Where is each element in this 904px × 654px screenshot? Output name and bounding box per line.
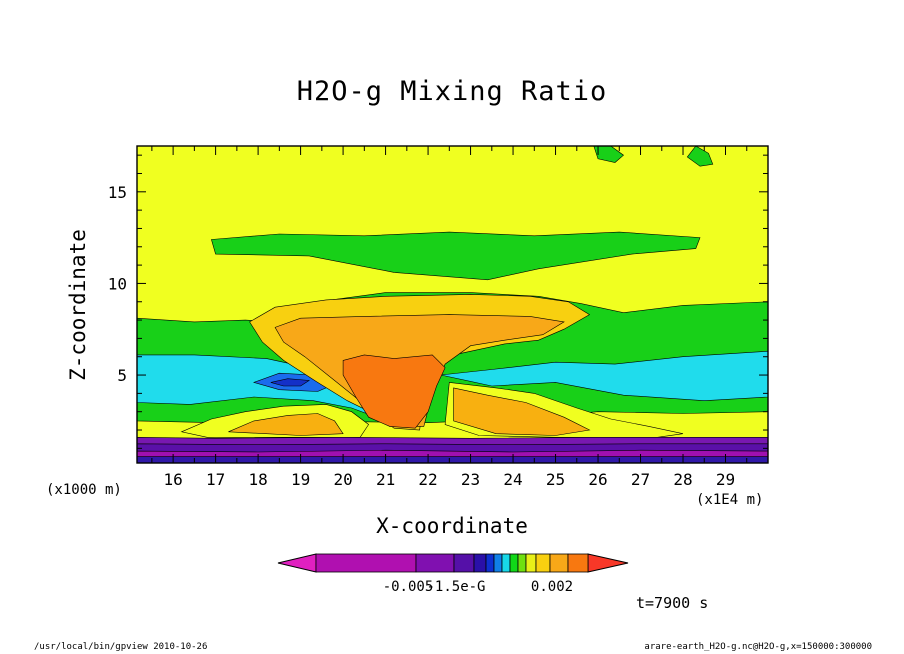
colorbar-cell <box>315 553 417 573</box>
footer-right: arare-earth_H2O-g.nc@H2O-g,x=150000:3000… <box>644 642 872 652</box>
colorbar-cell <box>517 553 527 573</box>
chart-title: H2O-g Mixing Ratio <box>296 76 608 107</box>
colorbar-cell <box>567 553 589 573</box>
x-tick-label: 23 <box>461 470 480 489</box>
colorbar-cell <box>549 553 569 573</box>
x-tick-label: 28 <box>673 470 692 489</box>
contour-green-pocket-top <box>593 146 624 163</box>
colorbar-label: -0.005 <box>383 579 434 595</box>
x-tick-label: 22 <box>418 470 437 489</box>
x-axis-label: X-coordinate <box>376 514 528 538</box>
x-tick-label: 19 <box>291 470 310 489</box>
colorbar-cell <box>535 553 551 573</box>
colorbar-cell <box>525 553 537 573</box>
contour-upper-green-band <box>211 231 701 281</box>
colorbar-cell <box>453 553 475 573</box>
colorbar-cell <box>493 553 503 573</box>
time-label: t=7900 s <box>636 594 709 612</box>
contour-cloud-deep-orange <box>342 354 446 429</box>
x-tick-label: 26 <box>588 470 607 489</box>
contour-orange-low-left <box>228 413 344 436</box>
x-tick-label: 24 <box>503 470 522 489</box>
y-axis-units: (x1000 m) <box>46 482 122 498</box>
x-tick-label: 18 <box>248 470 267 489</box>
x-tick-label: 20 <box>333 470 352 489</box>
x-axis-units: (x1E4 m) <box>696 492 764 508</box>
y-tick-label: 15 <box>108 183 127 202</box>
colorbar-cell <box>415 553 455 573</box>
colorbar-cell <box>485 553 495 573</box>
colorbar-low-arrow <box>277 553 317 573</box>
x-tick-label: 29 <box>716 470 735 489</box>
x-tick-label: 27 <box>631 470 650 489</box>
colorbar-high-arrow <box>587 553 629 573</box>
footer-left: /usr/local/bin/gpview 2010-10-26 <box>34 642 208 652</box>
contour-orange-low-right <box>453 387 591 436</box>
x-tick-label: 17 <box>206 470 225 489</box>
x-tick-label: 16 <box>163 470 182 489</box>
y-tick-label: 5 <box>117 366 127 385</box>
colorbar-cell <box>473 553 487 573</box>
contour-surface-deep-blue <box>137 456 768 463</box>
x-tick-label: 21 <box>376 470 395 489</box>
contour-cyan-layer-right <box>440 350 768 402</box>
contour-green-pocket-right <box>686 146 714 167</box>
plot-frame <box>136 145 769 464</box>
colorbar-cell <box>509 553 519 573</box>
contour-blue-core <box>270 378 310 387</box>
colorbar-label: -1.5e-G <box>426 579 485 595</box>
colorbar-label: 0.002 <box>531 579 573 595</box>
colorbar-cell <box>501 553 511 573</box>
x-tick-label: 25 <box>546 470 565 489</box>
y-tick-label: 10 <box>108 274 127 293</box>
